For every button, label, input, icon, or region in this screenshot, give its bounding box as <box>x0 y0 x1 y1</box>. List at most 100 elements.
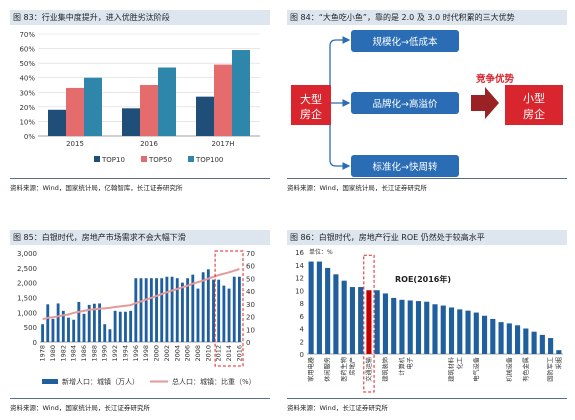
bar-化工 <box>465 310 471 354</box>
figure-84-source: 资料来源：Wind，国家统计局，长江证券研究所 <box>287 184 427 192</box>
figure-83-title: 图 83：行业集中度提升，进入优胜劣汰阶段 <box>10 10 270 25</box>
bar-2010 <box>206 269 210 342</box>
x-tick-label: 2012 <box>215 345 223 362</box>
advantage-box-brand <box>351 92 459 114</box>
x-tick-label: 1980 <box>49 345 57 362</box>
x-tick-label: 2016 <box>140 140 158 148</box>
figure-84-diagram: 大型 房企 规模化→低成本 品牌化→高溢价 标准化→快周转 竞争优势 小型 房企 <box>291 30 563 177</box>
y-right-tick-label: 10 <box>246 326 255 334</box>
bar-建筑材料 <box>325 267 331 354</box>
roe-annotation: ROE(2016年) <box>395 274 451 284</box>
bar-1978 <box>41 324 45 342</box>
figure-83-chart: 0% 10% 20% 30% 40% 50% 60% 70% 2015 2016 2017H TOP1… <box>19 31 260 164</box>
advantage-box-scale <box>351 30 459 52</box>
figure-85-chart: 0 500 1,000 1,500 2,000 2,500 3,000 0 10 20 30 40 50… <box>17 250 256 386</box>
bar-2000 <box>155 278 158 342</box>
legend-label-new-urban-population: 新增人口：城镇（万人） <box>62 377 139 386</box>
bar-2011 <box>212 279 215 342</box>
bar-1990 <box>103 324 107 342</box>
bar-机械设备 <box>481 315 488 354</box>
bar-1985 <box>77 301 81 342</box>
y-right-tick-label: 50 <box>246 275 255 283</box>
x-tick-label: 1984 <box>70 345 78 362</box>
bar-医药生物 <box>358 287 364 354</box>
x-tick-label: 2000 <box>153 345 161 362</box>
x-tick-label: 2002 <box>163 345 171 362</box>
x-tick-label: 建筑材料 <box>448 357 456 382</box>
y-tick-label: 40% <box>19 75 35 83</box>
x-tick-label: 电气设备 <box>472 356 480 382</box>
bar-房地产 <box>366 290 372 354</box>
bar-2006 <box>186 278 190 342</box>
legend-swatch-top10 <box>94 156 100 162</box>
bar-1999 <box>149 278 153 342</box>
legend-label-urbanization-ratio: 总人口：城镇：比重（%） <box>172 377 256 386</box>
bar-2001 <box>160 278 164 342</box>
figure-84-title: 图 84：“大鱼吃小鱼”，靠的是 2.0 及 3.0 时代积累的三大优势 <box>287 10 567 25</box>
bar-top10-2015 <box>48 109 66 136</box>
bar-2005 <box>181 282 184 342</box>
y-tick-label: 10% <box>19 118 35 126</box>
bar-2014 <box>227 288 231 342</box>
y-right-tick-label: 60 <box>246 263 255 271</box>
highlight-box-real-estate <box>363 254 375 393</box>
competition-label: 竞争优势 <box>475 73 515 85</box>
bar-1988 <box>92 303 96 342</box>
figure-83-divider <box>10 178 270 179</box>
bar-采掘 <box>556 350 562 354</box>
x-tick-label: 医药生物 <box>340 357 348 382</box>
x-tick-label: 休闲服务 <box>324 357 332 382</box>
y-tick-label: 60% <box>19 46 35 54</box>
bar-2009 <box>201 272 205 342</box>
bar-1991 <box>108 329 112 342</box>
bar-农林牧渔 <box>531 331 537 354</box>
small-firm-box <box>505 85 563 125</box>
figure-83-source: 资料来源：Wind，国家统计局，亿翰智库，长江证券研究所 <box>10 184 183 192</box>
bar-top50-2016 <box>140 85 158 136</box>
big-firm-label-2: 房企 <box>300 107 322 121</box>
x-tick-label: 1982 <box>59 345 67 362</box>
highlight-box-2012-2016 <box>214 250 244 367</box>
bar-1987 <box>87 304 91 342</box>
x-tick-label: 建筑装饰 <box>381 357 389 382</box>
x-tick-label: 2016 <box>235 345 243 362</box>
bar-非银金融 <box>374 290 380 354</box>
bar-纺织服装 <box>506 323 512 354</box>
figure-85-divider <box>10 398 270 399</box>
legend-label-top50: TOP50 <box>148 156 172 164</box>
x-tick-label: 1992 <box>111 345 119 362</box>
bar-1989 <box>98 303 101 342</box>
y-tick-label: 50% <box>19 60 35 68</box>
x-tick-label: 采掘 <box>555 357 563 369</box>
bar-top10-2016 <box>122 108 140 136</box>
big-firm-box <box>291 85 331 125</box>
y-unit-label: 单位：% <box>309 248 333 256</box>
bar-2002 <box>165 276 169 342</box>
y-tick-label: 16 <box>295 249 304 257</box>
advantage-brand-label: 品牌化→高溢价 <box>373 98 438 110</box>
bar-家用电器 <box>308 261 314 354</box>
y-tick-label: 12 <box>295 275 304 283</box>
y-right-tick-label: 70 <box>246 250 255 258</box>
x-tick-label: 机械设备 <box>505 356 513 382</box>
bar-采掘 <box>349 287 355 354</box>
x-tick-label: 交通运输 <box>365 356 373 382</box>
y-left-tick-label: 500 <box>24 324 37 332</box>
bar-1980 <box>51 318 55 342</box>
figure-86-divider <box>287 398 567 399</box>
figure-86-title: 图 86：白银时代，房地产行业 ROE 仍然处于较高水平 <box>287 230 567 245</box>
bar-2016 <box>237 276 241 342</box>
bar-1997 <box>139 278 143 342</box>
bar-top100-2015 <box>84 77 102 136</box>
figure-86-panel: 图 86：白银时代，房地产行业 ROE 仍然处于较高水平 0 2 4 6 8 10 12 14… <box>287 230 567 415</box>
x-tick-label: 1988 <box>90 345 98 362</box>
y-left-tick-label: 1,500 <box>17 295 37 303</box>
bar-钢铁 <box>539 334 545 354</box>
bar-1983 <box>67 317 70 342</box>
y-tick-label: 20% <box>19 104 35 112</box>
bar-综合 <box>515 325 521 354</box>
y-tick-label: 10 <box>295 287 304 295</box>
x-tick-label: 1978 <box>39 345 47 362</box>
bar-1995 <box>129 310 133 342</box>
bar-1982 <box>61 310 65 342</box>
